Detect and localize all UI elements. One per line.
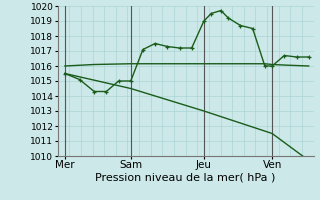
X-axis label: Pression niveau de la mer( hPa ): Pression niveau de la mer( hPa ) (95, 173, 276, 183)
